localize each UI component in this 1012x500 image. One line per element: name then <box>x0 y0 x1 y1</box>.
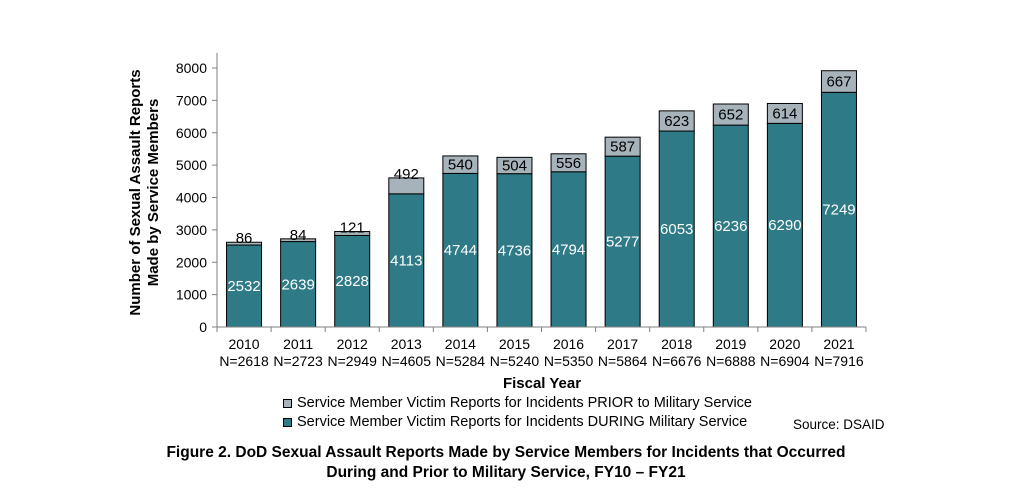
x-total-label: N=6888 <box>706 353 756 369</box>
y-axis-title: Number of Sexual Assault Reports Made by … <box>127 69 162 315</box>
legend: Service Member Victim Reports for Incide… <box>283 394 752 432</box>
x-tick-label: 2017 <box>607 336 638 352</box>
bar-prior <box>820 70 857 93</box>
x-tick-label: 2020 <box>769 336 800 352</box>
data-label-during: 7249 <box>822 202 855 219</box>
y-axis-title-line: Made by Service Members <box>145 99 162 287</box>
data-label-during: 2639 <box>281 276 314 293</box>
legend-item-during: Service Member Victim Reports for Incide… <box>283 413 752 432</box>
y-tick-label: 6000 <box>176 125 207 141</box>
y-axis-title-line: Number of Sexual Assault Reports <box>127 69 144 315</box>
y-tick-label: 4000 <box>176 190 207 206</box>
legend-swatch-during <box>283 418 292 427</box>
x-total-label: N=7916 <box>814 353 864 369</box>
bar-prior <box>388 177 425 195</box>
bar-during <box>550 171 587 328</box>
bar-during <box>658 130 695 328</box>
y-tick-label: 1000 <box>176 287 207 303</box>
data-label-during: 6290 <box>768 217 801 234</box>
bar-during <box>388 193 425 328</box>
y-axis: 0 1000 2000 3000 4000 5000 6000 7000 8000 <box>176 53 218 335</box>
x-tick-label: 2019 <box>715 336 746 352</box>
x-total-label: N=6676 <box>652 353 702 369</box>
data-label-during: 6053 <box>660 221 693 238</box>
legend-label-during: Service Member Victim Reports for Incide… <box>297 414 748 430</box>
data-label-during: 4794 <box>552 241 585 258</box>
source-note: Source: DSAID <box>793 417 885 432</box>
x-total-label: N=5284 <box>436 353 486 369</box>
x-total-label: N=6904 <box>760 353 810 369</box>
data-label-during: 4113 <box>390 252 422 269</box>
bar-prior <box>442 155 479 174</box>
data-label-prior: 492 <box>394 166 419 183</box>
figure-caption-line-2: During and Prior to Military Service, FY… <box>326 464 686 481</box>
bar-during <box>604 155 641 328</box>
data-label-during: 4744 <box>444 242 477 259</box>
figure-caption-line-1: Figure 2. DoD Sexual Assault Reports Mad… <box>166 444 846 461</box>
legend-item-prior: Service Member Victim Reports for Incide… <box>283 394 752 413</box>
data-label-during: 6236 <box>714 218 747 235</box>
data-label-during: 2828 <box>336 273 369 290</box>
data-label-prior: 667 <box>826 74 851 91</box>
data-label-prior: 121 <box>340 220 365 237</box>
figure-caption: Figure 2. DoD Sexual Assault Reports Mad… <box>0 443 1012 483</box>
bar-prior <box>712 103 749 126</box>
legend-swatch-prior <box>283 399 292 408</box>
y-tick-label: 5000 <box>176 157 207 173</box>
y-tick-label: 7000 <box>176 92 207 108</box>
data-label-prior: 652 <box>718 107 743 124</box>
data-label-prior: 504 <box>502 158 527 175</box>
data-label-prior: 86 <box>236 230 253 247</box>
bar-prior <box>226 241 263 246</box>
y-tick-label: 3000 <box>176 222 207 238</box>
x-total-label: N=4605 <box>382 353 432 369</box>
data-label-prior: 623 <box>664 113 689 130</box>
bar-prior <box>496 156 533 175</box>
data-label-prior: 556 <box>556 155 581 172</box>
y-tick-label: 8000 <box>176 60 207 76</box>
x-tick-label: 2012 <box>337 336 368 352</box>
data-label-prior: 587 <box>610 139 635 156</box>
x-total-label: N=2723 <box>273 353 323 369</box>
x-tick-label: 2013 <box>391 336 422 352</box>
stacked-bar-chart: Number of Sexual Assault Reports Made by … <box>127 53 867 392</box>
bar-prior <box>658 110 695 132</box>
x-total-label: N=5240 <box>490 353 540 369</box>
x-tick-label: 2011 <box>283 336 313 352</box>
x-tick-label: 2014 <box>445 336 476 352</box>
data-label-during: 2532 <box>227 278 260 295</box>
bars: 2532 86 2639 84 2828 121 4113 492 4744 540 4736 504… <box>226 70 857 328</box>
data-label-prior: 614 <box>772 105 797 122</box>
y-tick-label: 2000 <box>176 254 207 270</box>
bar-prior <box>604 136 641 157</box>
x-total-label: N=2618 <box>219 353 269 369</box>
bar-during <box>820 91 857 328</box>
data-label-during: 4736 <box>498 242 531 259</box>
x-total-label: N=5350 <box>544 353 594 369</box>
data-label-prior: 540 <box>448 157 473 174</box>
x-total-label: N=2949 <box>327 353 377 369</box>
x-axis-title: Fiscal Year <box>503 375 581 392</box>
y-tick-label: 0 <box>199 319 207 335</box>
bar-prior <box>550 153 587 173</box>
data-label-during: 5277 <box>606 234 639 251</box>
x-tick-label: 2016 <box>553 336 584 352</box>
x-tick-label: 2010 <box>228 336 259 352</box>
bar-prior <box>334 231 371 236</box>
bar-during <box>712 124 749 328</box>
x-tick-label: 2018 <box>661 336 692 352</box>
data-label-prior: 84 <box>290 227 307 244</box>
legend-label-prior: Service Member Victim Reports for Incide… <box>297 395 753 411</box>
bar-during <box>442 172 479 328</box>
x-tick-label: 2021 <box>823 336 854 352</box>
x-tick-label: 2015 <box>499 336 530 352</box>
x-total-label: N=5864 <box>598 353 648 369</box>
bar-prior <box>766 102 803 124</box>
bar-prior <box>280 238 317 243</box>
